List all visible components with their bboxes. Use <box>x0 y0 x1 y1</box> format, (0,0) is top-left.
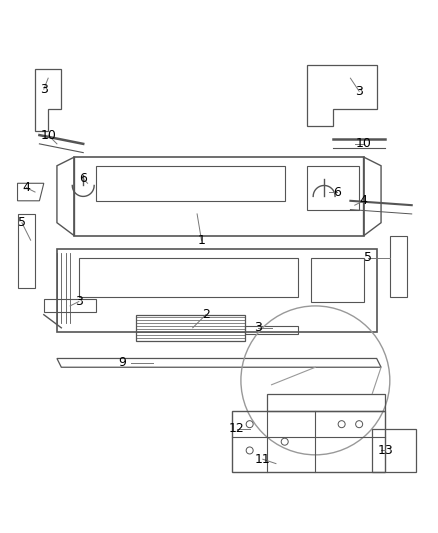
Text: 3: 3 <box>40 83 48 95</box>
Text: 9: 9 <box>119 357 127 369</box>
Text: 6: 6 <box>79 172 87 185</box>
Text: 2: 2 <box>202 308 210 321</box>
Text: 3: 3 <box>254 321 262 334</box>
Text: 4: 4 <box>22 181 30 194</box>
Text: 3: 3 <box>75 295 83 308</box>
Text: 4: 4 <box>360 195 367 207</box>
Text: 3: 3 <box>355 85 363 98</box>
Text: 5: 5 <box>364 251 372 264</box>
Text: 10: 10 <box>40 128 56 142</box>
Text: 6: 6 <box>333 185 341 198</box>
Text: 13: 13 <box>378 444 393 457</box>
Text: 10: 10 <box>356 138 371 150</box>
Text: 5: 5 <box>18 216 26 229</box>
Text: 11: 11 <box>255 453 271 466</box>
Text: 12: 12 <box>229 422 244 435</box>
Text: 1: 1 <box>198 233 205 247</box>
